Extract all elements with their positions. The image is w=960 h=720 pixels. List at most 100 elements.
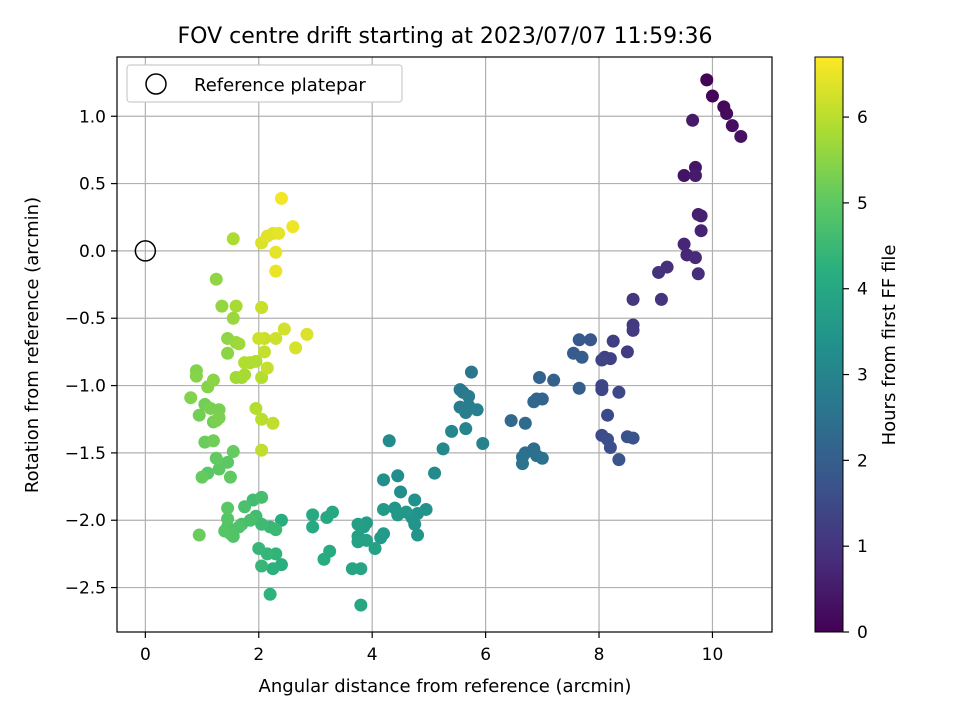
data-point	[192, 528, 206, 542]
data-point	[252, 542, 266, 556]
data-point	[620, 345, 634, 359]
data-point	[652, 265, 666, 279]
data-point	[547, 373, 561, 387]
data-point	[320, 511, 334, 525]
y-tick-label: −2.0	[65, 511, 106, 531]
data-point	[206, 373, 220, 387]
data-point	[209, 272, 223, 286]
data-point	[595, 383, 609, 397]
data-point	[226, 232, 240, 246]
data-point	[408, 517, 422, 531]
data-point	[249, 354, 263, 368]
data-point	[223, 470, 237, 484]
x-axis-ticks: 0 2 4 6 8 10	[140, 632, 723, 665]
data-point	[255, 443, 269, 457]
data-point	[464, 365, 478, 379]
data-point	[255, 490, 269, 504]
data-point	[351, 517, 365, 531]
x-tick-label: 10	[702, 645, 724, 665]
x-tick-label: 0	[140, 645, 151, 665]
data-point	[269, 331, 283, 345]
data-point	[612, 453, 626, 467]
data-point	[345, 562, 359, 576]
data-point	[195, 470, 209, 484]
colorbar-label: Hours from first FF file	[879, 245, 900, 446]
data-point	[306, 508, 320, 522]
colorbar	[814, 56, 844, 633]
data-point	[255, 370, 269, 384]
data-point	[368, 542, 382, 556]
data-point	[445, 424, 459, 438]
data-point	[218, 524, 232, 538]
data-point	[700, 73, 714, 87]
data-point	[221, 512, 235, 526]
data-point	[515, 457, 529, 471]
legend-entry-reference: Reference platepar	[194, 75, 366, 96]
data-points	[184, 73, 748, 612]
data-point	[394, 485, 408, 499]
data-point	[518, 416, 532, 430]
data-point	[232, 337, 246, 351]
data-point	[377, 473, 391, 487]
data-point	[274, 191, 288, 205]
data-point	[184, 391, 198, 405]
data-point	[266, 416, 280, 430]
colorbar-tick-label: 4	[857, 280, 868, 300]
data-point	[459, 406, 473, 420]
x-tick-label: 6	[480, 645, 491, 665]
data-point	[269, 245, 283, 259]
data-point	[255, 559, 269, 573]
data-point	[238, 356, 252, 370]
y-tick-label: −2.5	[65, 579, 106, 599]
data-point	[300, 327, 314, 341]
y-tick-label: −1.0	[65, 377, 106, 397]
chart-title: FOV centre drift starting at 2023/07/07 …	[178, 24, 713, 49]
data-point	[221, 346, 235, 360]
plot-frame	[116, 56, 773, 633]
colorbar-tick-label: 1	[857, 537, 868, 557]
data-point	[354, 598, 368, 612]
data-point	[286, 220, 300, 234]
data-point	[238, 368, 252, 382]
data-point	[691, 267, 705, 281]
data-point	[229, 299, 243, 313]
colorbar-tick-label: 3	[857, 366, 868, 386]
data-point	[428, 466, 442, 480]
y-axis-label: Rotation from reference (arcmin)	[22, 197, 43, 493]
data-point	[215, 299, 229, 313]
data-point	[257, 345, 271, 359]
y-tick-label: −0.5	[65, 309, 106, 329]
data-point	[626, 431, 640, 445]
data-point	[391, 469, 405, 483]
data-point	[476, 436, 490, 450]
y-tick-label: 1.0	[79, 107, 106, 127]
colorbar-ticks: 0 1 2 3 4 5 6	[843, 108, 868, 643]
data-point	[226, 445, 240, 459]
data-point	[626, 323, 640, 337]
data-point	[221, 455, 235, 469]
data-point	[206, 434, 220, 448]
data-point	[688, 251, 702, 265]
data-point	[209, 451, 223, 465]
colorbar-tick-label: 5	[857, 194, 868, 214]
data-point	[238, 500, 252, 514]
reference-marker	[134, 240, 157, 262]
data-point	[572, 381, 586, 395]
data-point	[192, 408, 206, 422]
data-point	[221, 501, 235, 515]
data-point	[274, 513, 288, 527]
x-tick-label: 2	[253, 645, 264, 665]
data-point	[595, 353, 609, 367]
data-point	[612, 385, 626, 399]
data-point	[694, 224, 708, 238]
data-point	[584, 333, 598, 347]
data-point	[189, 369, 203, 383]
data-point	[677, 169, 691, 183]
data-point	[436, 442, 450, 456]
y-tick-label: 0.5	[79, 175, 106, 195]
data-point	[654, 292, 668, 306]
y-tick-label: 0.0	[79, 242, 106, 262]
data-point	[532, 370, 546, 384]
data-point	[705, 89, 719, 103]
